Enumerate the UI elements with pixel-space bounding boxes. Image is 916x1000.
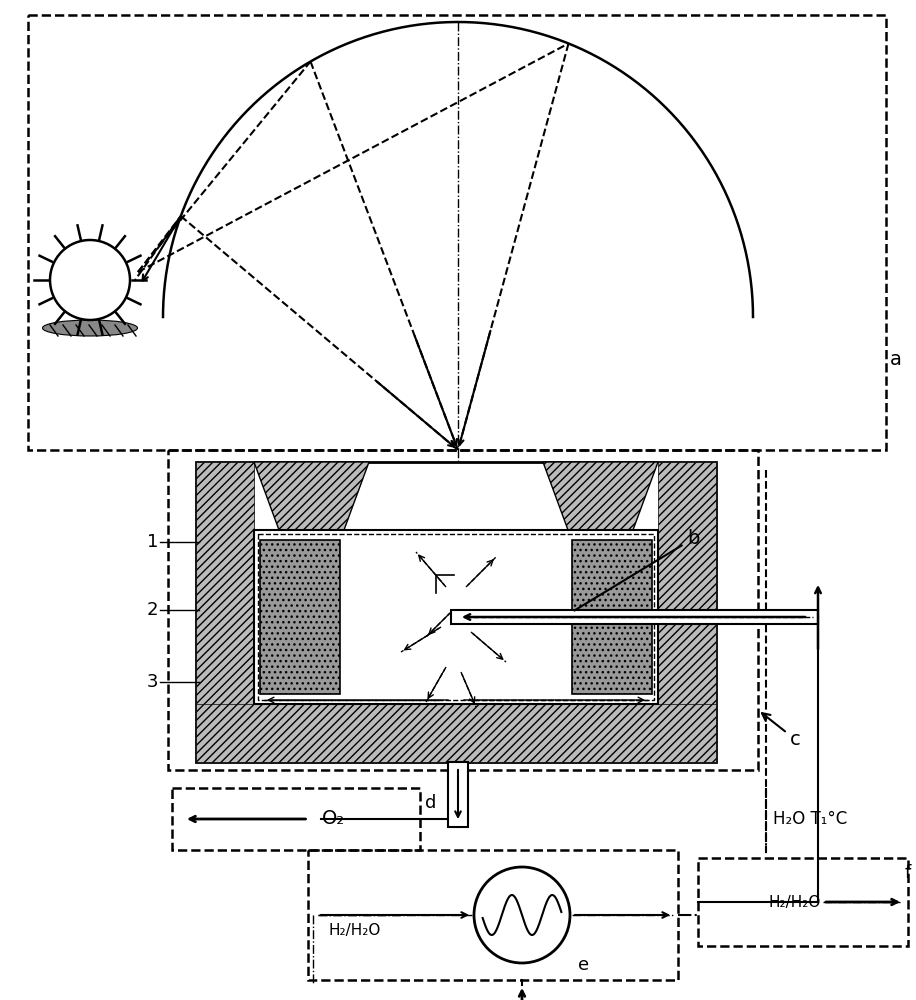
Bar: [172, 788, 420, 850]
Bar: [196, 462, 254, 762]
Text: H₂/H₂O: H₂/H₂O: [328, 922, 380, 938]
Bar: [572, 540, 652, 694]
Text: a: a: [890, 350, 902, 369]
Text: H₂/H₂O: H₂/H₂O: [769, 894, 821, 910]
Text: b: b: [574, 529, 700, 611]
Bar: [451, 610, 818, 624]
Polygon shape: [543, 462, 658, 530]
Text: H₂O T₁°C: H₂O T₁°C: [773, 810, 847, 828]
Ellipse shape: [42, 320, 137, 336]
Bar: [258, 534, 654, 700]
Polygon shape: [254, 462, 369, 530]
Bar: [196, 462, 716, 762]
Text: O₂: O₂: [322, 810, 344, 828]
Bar: [260, 540, 340, 694]
Bar: [658, 462, 716, 762]
Text: d: d: [425, 794, 436, 812]
Bar: [448, 762, 468, 827]
Text: 1: 1: [147, 533, 158, 551]
Text: e: e: [578, 956, 589, 974]
Bar: [168, 450, 758, 770]
Text: 3: 3: [147, 673, 158, 691]
Bar: [28, 15, 886, 450]
Bar: [308, 850, 678, 980]
Bar: [254, 530, 658, 704]
Bar: [698, 858, 908, 946]
Text: 2: 2: [147, 601, 158, 619]
Circle shape: [50, 240, 130, 320]
Bar: [196, 704, 716, 762]
Text: f: f: [905, 864, 911, 882]
Text: c: c: [762, 713, 801, 749]
Circle shape: [474, 867, 570, 963]
